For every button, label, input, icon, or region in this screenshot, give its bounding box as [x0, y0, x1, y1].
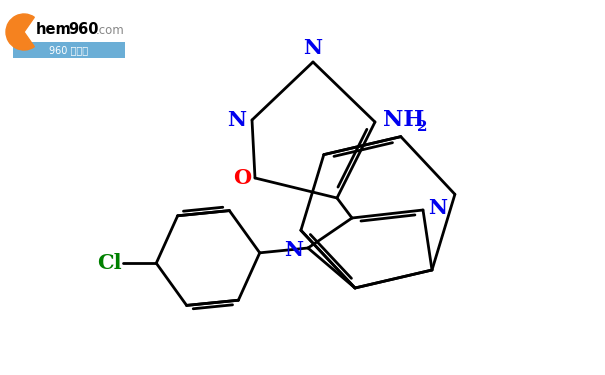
Text: N: N: [227, 110, 246, 130]
Text: 960 化工网: 960 化工网: [50, 45, 88, 55]
Text: .com: .com: [96, 24, 125, 36]
FancyBboxPatch shape: [13, 42, 125, 58]
Text: 2: 2: [417, 120, 428, 134]
Wedge shape: [6, 14, 34, 50]
Text: N: N: [304, 38, 322, 58]
Text: N: N: [284, 240, 303, 260]
Text: NH: NH: [383, 109, 424, 131]
Text: N: N: [428, 198, 447, 218]
Text: 960: 960: [68, 22, 99, 38]
Text: hem: hem: [36, 22, 72, 38]
Text: Cl: Cl: [97, 253, 121, 273]
Text: O: O: [233, 168, 251, 188]
